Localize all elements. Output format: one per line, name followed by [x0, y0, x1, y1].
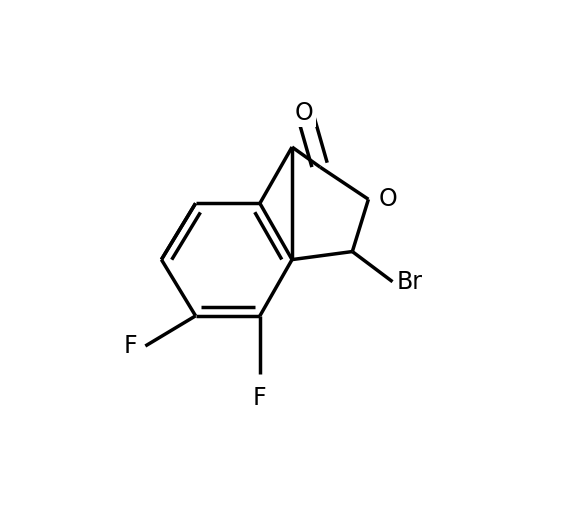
Text: F: F	[253, 386, 267, 410]
Text: Br: Br	[397, 270, 423, 294]
Text: O: O	[378, 187, 397, 211]
Text: O: O	[294, 101, 314, 125]
Text: F: F	[124, 334, 137, 358]
